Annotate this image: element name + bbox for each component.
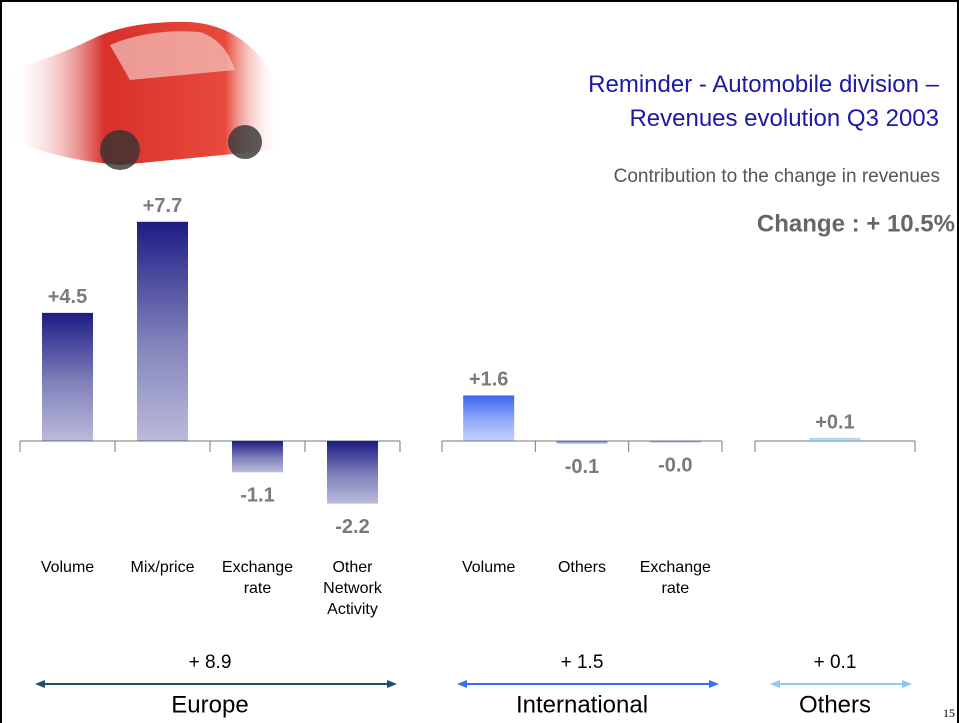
data-label: +4.5 [48, 286, 87, 308]
bar [463, 395, 515, 441]
group-total: + 0.1 [814, 652, 857, 673]
arrow-head [902, 680, 912, 688]
bar [809, 438, 861, 441]
arrow-head [770, 680, 780, 688]
change: Change : + 10.5% [757, 210, 955, 237]
category-label: Volume [461, 559, 516, 576]
bar [649, 440, 701, 443]
title: Reminder - Automobile division – Revenue… [588, 71, 939, 132]
data-label: +1.6 [469, 369, 508, 391]
arrow-head [709, 680, 719, 688]
page-number: 15 [943, 706, 955, 720]
arrow-head [457, 680, 467, 688]
category-label: Exchange rate [221, 559, 294, 597]
group-total: + 8.9 [189, 652, 232, 673]
data-label: -1.1 [240, 485, 274, 507]
data-label: +0.1 [815, 411, 854, 433]
subtitle: Contribution to the change in revenues [614, 166, 940, 187]
bar [556, 440, 608, 444]
group-total: + 1.5 [561, 652, 604, 673]
group-name: Europe [171, 691, 248, 718]
category-label: Other Network Activity [323, 559, 382, 618]
category-label: Exchange rate [639, 559, 711, 597]
arrow-head [35, 680, 45, 688]
data-label: -0.0 [658, 454, 692, 476]
car-image [10, 21, 279, 170]
data-label: -2.2 [335, 516, 369, 538]
bar [137, 221, 188, 441]
data-label: -0.1 [565, 456, 599, 478]
group-name: Others [799, 691, 871, 718]
category-label: Others [557, 559, 606, 576]
bar [327, 440, 378, 504]
arrow-head [387, 680, 397, 688]
bar [42, 312, 93, 441]
category-label: Volume [40, 559, 95, 576]
bar [232, 440, 283, 473]
data-label: +7.7 [143, 195, 182, 217]
group-name: International [516, 691, 648, 718]
category-label: Mix/price [130, 559, 195, 576]
